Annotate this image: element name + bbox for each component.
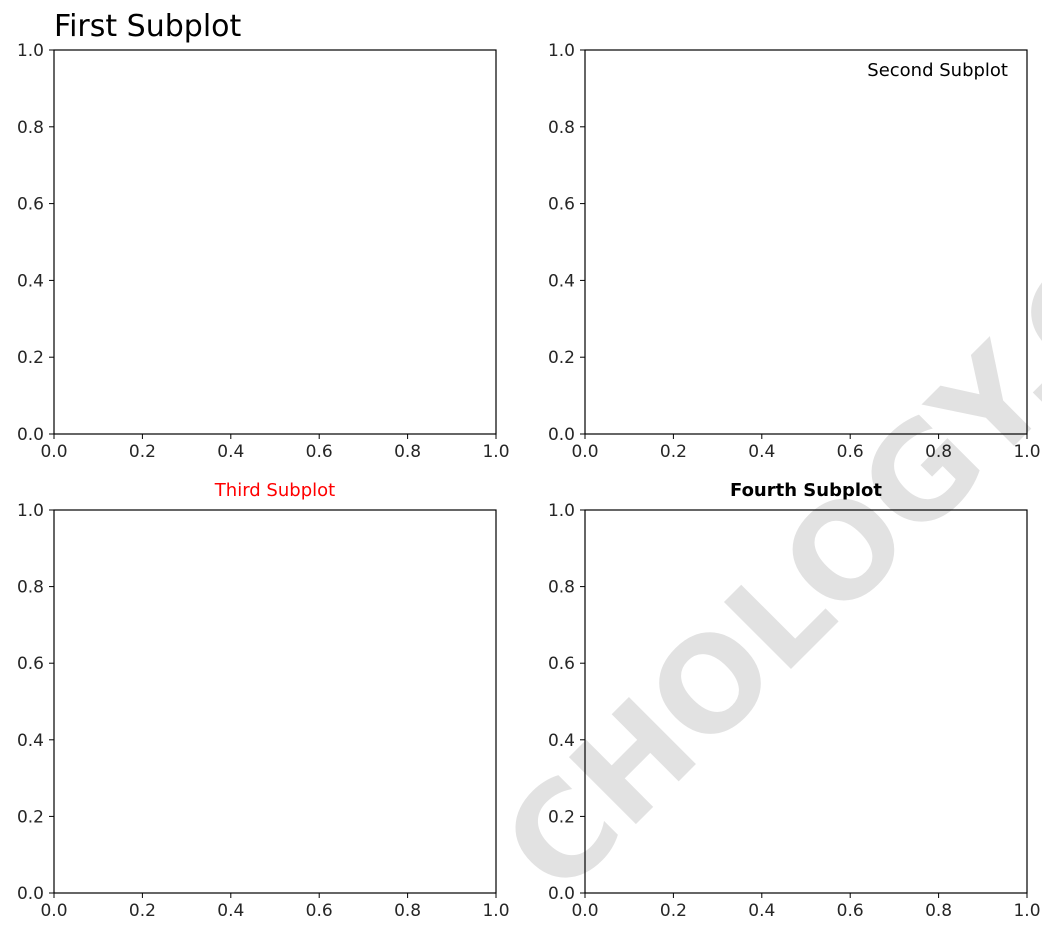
x-tick-label-fourth: 0.4 xyxy=(748,901,775,921)
x-tick-label-first: 0.0 xyxy=(40,442,67,462)
x-tick-label-fourth: 0.2 xyxy=(660,901,687,921)
y-tick-label-third: 0.8 xyxy=(17,578,44,598)
x-tick-label-first: 1.0 xyxy=(482,442,509,462)
y-tick-label-second: 0.4 xyxy=(548,271,575,291)
x-tick-label-third: 0.0 xyxy=(40,901,67,921)
y-tick-label-fourth: 0.2 xyxy=(548,807,575,827)
y-tick-label-fourth: 1.0 xyxy=(548,501,575,521)
subplot-title-third: Third Subplot xyxy=(214,480,335,501)
subplots: 0.0 0.2 0.4 0.6 0.8 1.0 0.0 0.2 0.4 0.6 0.8 1.0 Firs… xyxy=(17,9,1041,921)
subplot-third: 0.0 0.2 0.4 0.6 0.8 1.0 0.0 0.2 0.4 0.6 0.8 1.0 Thir… xyxy=(17,480,510,921)
x-tick-label-first: 0.8 xyxy=(394,442,421,462)
axes-frame-second xyxy=(584,49,1028,435)
y-tick-label-first: 0.0 xyxy=(17,425,44,445)
axes-frame-fourth xyxy=(584,509,1028,894)
x-tick-label-second: 0.0 xyxy=(571,442,598,462)
subplot-fourth: 0.0 0.2 0.4 0.6 0.8 1.0 0.0 0.2 0.4 0.6 0.8 1.0 Four… xyxy=(548,480,1041,921)
subplot-title-first: First Subplot xyxy=(54,9,242,44)
subplot-second: 0.0 0.2 0.4 0.6 0.8 1.0 0.0 0.2 0.4 0.6 0.8 1.0 Seco… xyxy=(548,41,1041,462)
y-tick-label-third: 0.0 xyxy=(17,884,44,904)
x-tick-label-third: 0.6 xyxy=(306,901,333,921)
y-tick-label-second: 0.0 xyxy=(548,425,575,445)
x-tick-label-second: 0.8 xyxy=(925,442,952,462)
subplot-title-fourth: Fourth Subplot xyxy=(730,480,882,501)
y-tick-label-fourth: 0.0 xyxy=(548,884,575,904)
x-tick-label-second: 0.2 xyxy=(660,442,687,462)
x-tick-label-first: 0.4 xyxy=(217,442,244,462)
y-tick-label-third: 0.2 xyxy=(17,807,44,827)
subplot-title-second: Second Subplot xyxy=(867,60,1008,81)
subplot-first: 0.0 0.2 0.4 0.6 0.8 1.0 0.0 0.2 0.4 0.6 0.8 1.0 Firs… xyxy=(17,9,510,462)
y-tick-label-fourth: 0.4 xyxy=(548,731,575,751)
y-tick-label-fourth: 0.8 xyxy=(548,578,575,598)
x-tick-label-second: 1.0 xyxy=(1013,442,1040,462)
x-tick-label-first: 0.2 xyxy=(129,442,156,462)
x-tick-label-fourth: 0.8 xyxy=(925,901,952,921)
x-tick-label-third: 0.8 xyxy=(394,901,421,921)
axes-frame-first xyxy=(53,49,497,435)
x-tick-label-fourth: 0.0 xyxy=(571,901,598,921)
y-tick-label-second: 0.2 xyxy=(548,348,575,368)
x-tick-label-fourth: 0.6 xyxy=(837,901,864,921)
x-tick-label-fourth: 1.0 xyxy=(1013,901,1040,921)
x-tick-label-third: 1.0 xyxy=(482,901,509,921)
axes-frame-third xyxy=(53,509,497,894)
y-tick-label-second: 1.0 xyxy=(548,41,575,61)
y-tick-label-third: 0.4 xyxy=(17,731,44,751)
y-tick-label-third: 0.6 xyxy=(17,654,44,674)
y-tick-label-second: 0.8 xyxy=(548,118,575,138)
x-tick-label-third: 0.4 xyxy=(217,901,244,921)
x-tick-label-second: 0.4 xyxy=(748,442,775,462)
x-tick-label-second: 0.6 xyxy=(837,442,864,462)
x-tick-label-first: 0.6 xyxy=(306,442,333,462)
y-tick-label-fourth: 0.6 xyxy=(548,654,575,674)
y-tick-label-first: 0.8 xyxy=(17,118,44,138)
y-tick-label-first: 1.0 xyxy=(17,41,44,61)
y-tick-label-third: 1.0 xyxy=(17,501,44,521)
y-tick-label-first: 0.4 xyxy=(17,271,44,291)
y-tick-label-first: 0.2 xyxy=(17,348,44,368)
y-tick-label-second: 0.6 xyxy=(548,195,575,215)
y-tick-label-first: 0.6 xyxy=(17,195,44,215)
x-tick-label-third: 0.2 xyxy=(129,901,156,921)
